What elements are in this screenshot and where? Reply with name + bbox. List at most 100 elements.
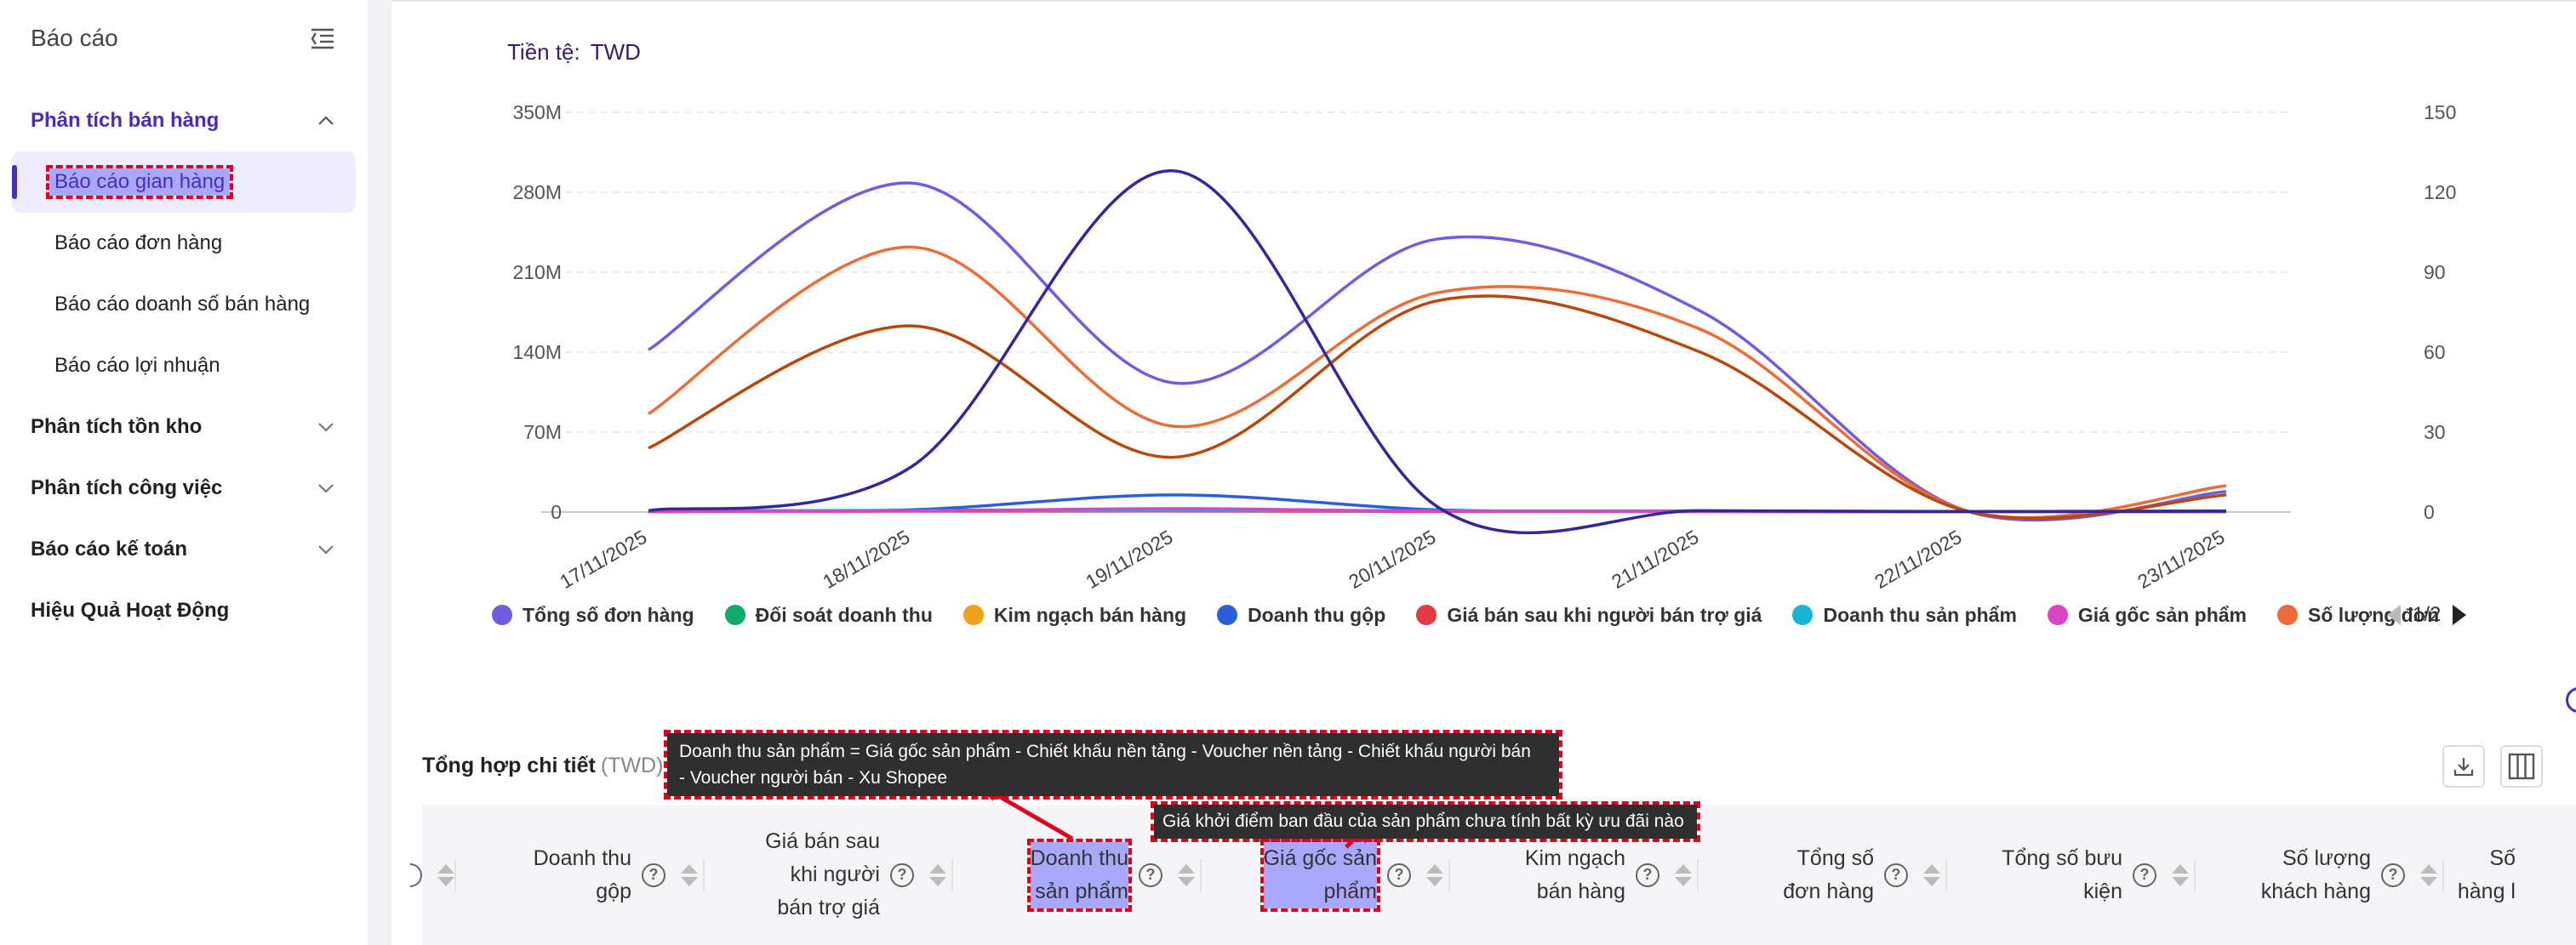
legend-prev-icon[interactable] [2387,605,2401,625]
column-header[interactable]: Giá gốc sản phẩm? [1205,805,1443,945]
x-tick-label: 20/11/2025 [1345,526,1439,593]
column-header[interactable]: Số lượng khách hàng? [2199,805,2437,945]
sidebar-item-label: Báo cáo doanh số bán hàng [54,293,311,316]
question-circle-icon[interactable]: ? [890,862,914,887]
sidebar-group-accounting-report[interactable]: Báo cáo kế toán [31,531,337,568]
tooltip-line: Doanh thu sản phẩm = Giá gốc sản phẩm - … [679,742,1531,761]
sort-icon[interactable] [1675,863,1692,886]
column-header[interactable]: Tổng số bưu kiện? [1951,805,2189,945]
sort-icon[interactable] [929,863,946,886]
legend-item[interactable]: Tổng số đơn hàng [492,604,694,627]
legend-dot [1217,605,1238,625]
sidebar-header: Báo cáo [31,19,337,58]
section-title-text: Tổng hợp chi tiết [422,754,596,777]
sidebar-group-label: Phân tích bán hàng [31,109,220,132]
sidebar-group-label: Báo cáo kế toán [31,538,188,561]
question-circle-icon[interactable]: ? [1636,862,1659,887]
legend-label: Doanh thu sản phẩm [1823,603,2017,626]
currency-indicator: Tiền tệ: TWD [507,39,641,65]
question-circle-icon [410,862,422,887]
question-circle-icon[interactable]: ? [2381,862,2405,887]
legend-item[interactable]: Doanh thu sản phẩm [1792,603,2017,627]
sidebar-item-sales-revenue-report[interactable]: Báo cáo doanh số bán hàng [12,274,356,335]
column-header-label: Kim ngạch bán hàng [1524,845,1625,903]
column-separator [1448,859,1450,891]
legend-item[interactable]: Doanh thu gộp [1217,604,1385,627]
question-circle-icon[interactable]: ? [1884,862,1908,887]
legend-item[interactable]: Giá bán sau khi người bán trợ giá [1416,604,1762,627]
x-tick-label: 22/11/2025 [1871,526,1965,593]
chevron-down-icon [318,545,334,555]
sidebar-group-label: Phân tích công việc [31,476,223,499]
series-line-7 [648,245,2227,520]
sidebar-group-label: Phân tích tồn kho [31,415,203,438]
legend-item[interactable]: Giá gốc sản phẩm [2047,603,2248,627]
sidebar-group-sales-analysis[interactable]: Phân tích bán hàng [31,102,337,139]
sidebar-group-inventory-analysis[interactable]: Phân tích tồn kho [31,408,337,446]
column-header[interactable]: Doanh thu gộp? [460,805,698,945]
column-header-label: Giá gốc sản phẩm [1259,838,1381,912]
chevron-up-icon [318,116,334,125]
sidebar-item-label: Báo cáo lợi nhuận [54,354,220,377]
sidebar-group-label: Hiệu Quả Hoạt Động [31,599,230,622]
question-circle-icon[interactable]: ? [642,862,665,887]
column-separator [703,859,705,891]
y-left-tick-label: 280M [512,181,562,203]
y-left-tick-label: 210M [512,261,562,283]
currency-value: TWD [590,39,641,65]
download-button[interactable] [2442,745,2485,788]
sidebar-item-label: Báo cáo đơn hàng [54,231,223,254]
sort-icon[interactable] [2172,863,2189,886]
sidebar-item-profit-report[interactable]: Báo cáo lợi nhuận [12,335,356,396]
legend-item[interactable]: Kim ngạch bán hàng [962,604,1186,627]
column-header[interactable]: Số hàng l [2447,805,2575,945]
question-circle-icon[interactable]: ? [1139,862,1162,887]
collapse-sidebar-icon[interactable] [308,24,337,53]
column-header[interactable]: Doanh thu sản phẩm? [957,805,1195,945]
sidebar-item-store-report[interactable]: Báo cáo gian hàng [12,151,356,213]
legend-next-icon[interactable] [2453,605,2467,625]
question-circle-icon[interactable]: ? [2133,862,2156,887]
column-header[interactable]: Tổng số đơn hàng? [1702,805,1940,945]
top-border [391,0,2576,2]
column-header-label: Số lượng khách hàng [2260,845,2371,903]
column-header-label: Số hàng l [2457,845,2516,903]
y-right-tick-label: 90 [2424,261,2446,283]
y-right-tick-label: 0 [2424,501,2435,523]
column-header[interactable]: Kim ngạch bán hàng? [1454,805,1692,945]
columns-button[interactable] [2500,745,2543,788]
sidebar-group-performance[interactable]: Hiệu Quả Hoạt Động [31,592,337,629]
sidebar: Báo cáo Phân tích bán hàng Báo cáo gian … [0,0,368,945]
main-content: Tiền tệ: TWD 0 0 70M 30 140M 60 210M 90 280M 120 35… [391,0,2576,945]
legend-label: Tổng số đơn hàng [523,603,694,626]
section-title: Tổng hợp chi tiết (TWD) [422,754,663,778]
columns-icon [2508,753,2535,780]
legend-item[interactable]: Số lượng đơn [2277,604,2439,627]
legend-dot [1416,605,1437,625]
sort-icon[interactable] [2420,863,2437,886]
partial-column-tail [410,805,454,945]
help-float-icon[interactable] [2566,687,2576,713]
y-right-tick-label: 120 [2424,181,2456,203]
sort-icon[interactable] [681,863,698,886]
sidebar-item-order-report[interactable]: Báo cáo đơn hàng [12,213,356,274]
x-tick-label: 18/11/2025 [819,526,913,593]
column-header-label: Giá bán sau khi người bán trợ giá [765,829,880,919]
legend-item[interactable]: Đối soát doanh thu [724,604,933,627]
x-tick-label: 19/11/2025 [1082,526,1176,593]
legend-dot [962,605,984,625]
sort-icon[interactable] [1923,863,1940,886]
legend-page-indicator: 1/2 [2413,603,2442,626]
column-header[interactable]: Giá bán sau khi người bán trợ giá? [708,805,946,945]
legend-pager: 1/2 [2387,601,2467,629]
sort-icon[interactable] [1178,863,1195,886]
sidebar-group-work-analysis[interactable]: Phân tích công việc [31,470,337,507]
tooltip-original-price: Giá khởi điểm ban đầu của sản phẩm chưa … [1151,801,1700,842]
sort-icon[interactable] [437,863,454,886]
legend-label: Số lượng đơn [2308,603,2440,626]
question-circle-icon[interactable]: ? [1387,862,1411,887]
y-left-tick-label: 0 [551,501,562,523]
sort-icon[interactable] [1426,863,1443,886]
legend-label: Giá gốc sản phẩm [2077,603,2248,626]
column-separator [1697,859,1699,891]
